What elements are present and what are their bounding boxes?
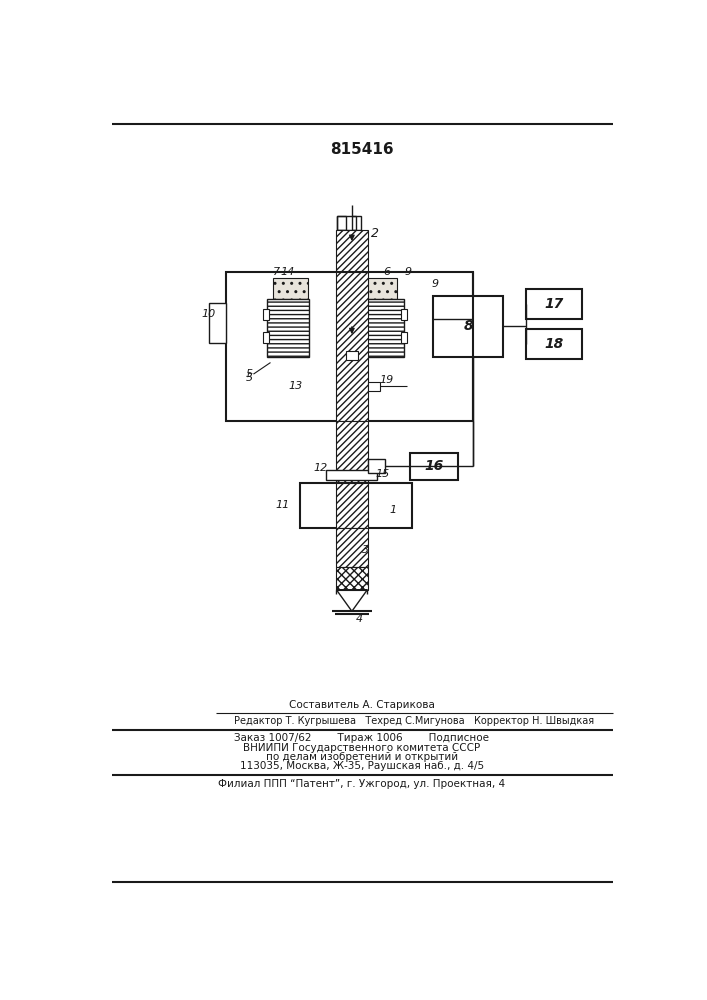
Text: 113035, Москва, Ж-35, Раушская наб., д. 4/5: 113035, Москва, Ж-35, Раушская наб., д. …: [240, 761, 484, 771]
Bar: [267, 299, 309, 357]
Bar: [327, 470, 378, 480]
Bar: [336, 483, 368, 498]
Text: 16: 16: [424, 459, 444, 473]
Bar: [336, 272, 368, 421]
Bar: [401, 332, 407, 343]
Bar: [337, 216, 356, 230]
Text: 5: 5: [246, 373, 253, 383]
Bar: [368, 382, 380, 391]
Text: 8: 8: [463, 319, 473, 333]
Bar: [336, 528, 368, 567]
Text: по делам изобретений и открытий: по делам изобретений и открытий: [266, 752, 458, 762]
Text: 2: 2: [371, 227, 379, 240]
Bar: [336, 230, 368, 272]
Text: 14: 14: [281, 267, 295, 277]
Text: 9: 9: [432, 279, 439, 289]
Text: 6: 6: [383, 267, 390, 277]
Text: 4: 4: [356, 614, 363, 624]
Text: Заказ 1007/62        Тираж 1006        Подписное: Заказ 1007/62 Тираж 1006 Подписное: [235, 733, 489, 743]
Text: 18: 18: [544, 337, 563, 351]
Bar: [361, 299, 404, 357]
Bar: [336, 483, 368, 528]
Text: 13: 13: [289, 381, 303, 391]
Bar: [401, 309, 407, 320]
Bar: [336, 421, 368, 483]
Text: 12: 12: [314, 463, 328, 473]
Text: Составитель А. Старикова: Составитель А. Старикова: [289, 700, 435, 710]
Text: Филиал ППП “Патент”, г. Ужгород, ул. Проектная, 4: Филиал ППП “Патент”, г. Ужгород, ул. Про…: [218, 779, 506, 789]
Bar: [273, 278, 308, 299]
Bar: [346, 351, 358, 360]
Text: 10: 10: [201, 309, 216, 319]
Text: Редактор Т. Кугрышева   Техред С.Мигунова   Корректор Н. Швыдкая: Редактор Т. Кугрышева Техред С.Мигунова …: [234, 716, 594, 726]
Bar: [337, 216, 346, 230]
Text: 17: 17: [544, 297, 563, 311]
Bar: [361, 278, 397, 299]
Bar: [263, 309, 269, 320]
Bar: [526, 329, 582, 359]
Bar: [433, 296, 503, 357]
Text: ВНИИПИ Государственного комитета СССР: ВНИИПИ Государственного комитета СССР: [243, 743, 481, 753]
Bar: [336, 567, 368, 590]
Bar: [209, 303, 226, 343]
Text: 9: 9: [405, 267, 412, 277]
Text: 3: 3: [362, 545, 369, 555]
Bar: [226, 272, 473, 421]
Bar: [368, 459, 385, 473]
Text: 11: 11: [276, 500, 290, 510]
Text: 1: 1: [390, 505, 397, 515]
Text: 15: 15: [375, 469, 390, 479]
Text: 815416: 815416: [330, 142, 394, 157]
Text: 5: 5: [246, 369, 253, 379]
Bar: [526, 289, 582, 319]
Bar: [300, 483, 412, 528]
Bar: [263, 332, 269, 343]
Bar: [410, 453, 458, 480]
Text: 7: 7: [273, 267, 280, 277]
Text: 19: 19: [380, 375, 394, 385]
Bar: [352, 216, 361, 230]
